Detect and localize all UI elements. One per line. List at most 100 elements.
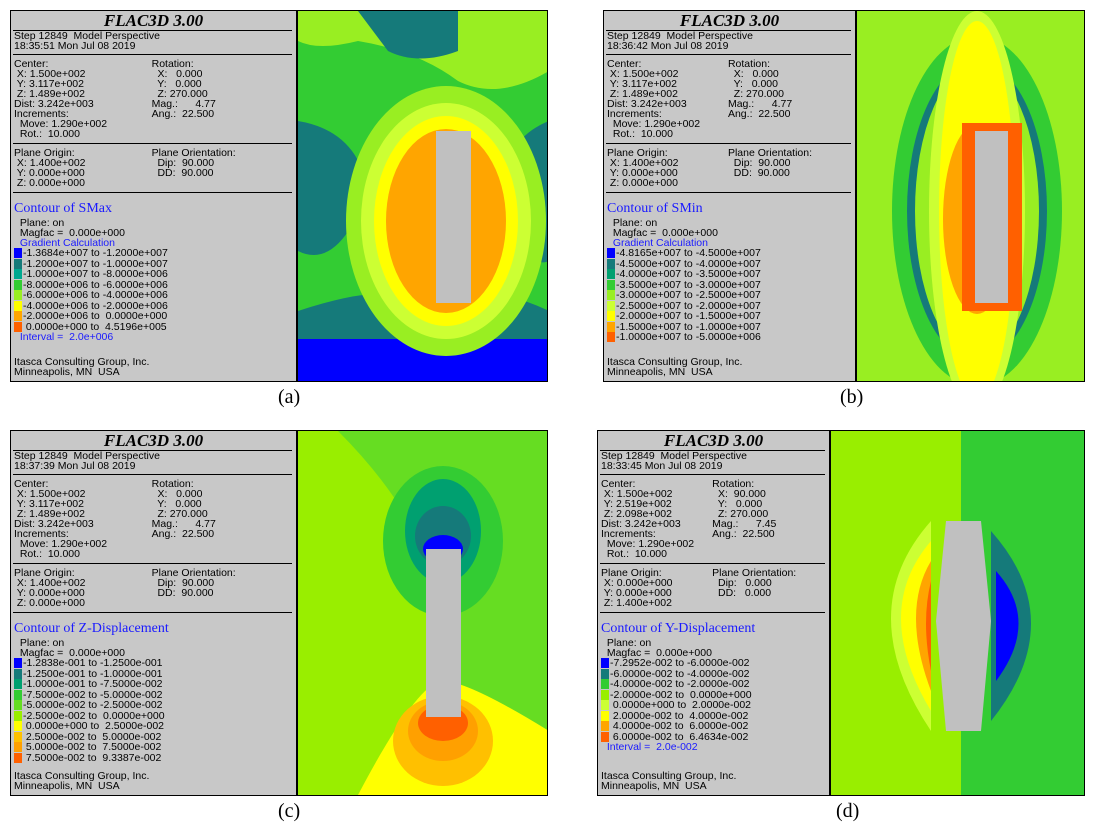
legend-swatch [601, 658, 609, 668]
legend-swatch [14, 679, 22, 689]
info-panel: FLAC3D 3.00Step 12849 Model Perspective1… [11, 11, 298, 381]
caption: (c) [278, 800, 300, 823]
contour-title: Contour of SMax [14, 201, 112, 217]
view-text: Ang.: 22.500 [152, 529, 214, 540]
legend-swatch [14, 280, 22, 290]
plane-text: Z: 1.400e+002 [601, 598, 672, 609]
legend-swatch [14, 732, 22, 742]
legend-swatch [601, 690, 609, 700]
legend-swatch [14, 753, 22, 763]
legend-swatch [14, 290, 22, 300]
contour-title: Contour of Y-Displacement [601, 621, 755, 637]
panel: FLAC3D 3.00Step 12849 Model Perspective1… [10, 10, 548, 382]
legend-swatch [601, 700, 609, 710]
plane-text: Z: 0.000e+000 [14, 178, 85, 189]
panel-title: FLAC3D 3.00 [11, 11, 296, 31]
separator [13, 563, 292, 564]
legend-swatch [607, 311, 615, 321]
legend-swatch [607, 269, 615, 279]
legend-swatch [601, 732, 609, 742]
legend-swatch [601, 669, 609, 679]
legend-swatch [14, 742, 22, 752]
view-text: Rot.: 10.000 [607, 129, 673, 140]
footer-line: Minneapolis, MN USA [14, 781, 120, 792]
info-panel: FLAC3D 3.00Step 12849 Model Perspective1… [604, 11, 857, 381]
legend-swatch [14, 721, 22, 731]
plane-text: DD: 90.000 [152, 168, 214, 179]
contour-title: Contour of Z-Displacement [14, 621, 169, 637]
separator [606, 143, 851, 144]
header-line: 18:35:51 Mon Jul 08 2019 [14, 41, 135, 52]
separator [606, 54, 851, 55]
legend-swatch [601, 679, 609, 689]
header-line: 18:37:39 Mon Jul 08 2019 [14, 461, 135, 472]
view-text: Rot.: 10.000 [14, 129, 80, 140]
legend-swatch [14, 690, 22, 700]
separator [13, 143, 292, 144]
legend-swatch [14, 248, 22, 258]
legend-swatch [607, 248, 615, 258]
legend-swatch [607, 332, 615, 342]
view-text: Ang.: 22.500 [712, 529, 774, 540]
figure: {"panels": [ {"title": "FLAC3D 3.00", "h… [0, 0, 1093, 825]
separator [13, 54, 292, 55]
separator [600, 612, 825, 613]
contour-text: Interval = 2.0e-002 [601, 742, 698, 753]
view-text: Ang.: 22.500 [728, 109, 790, 120]
contour-text: Interval = 2.0e+006 [14, 332, 113, 343]
legend-swatch [601, 711, 609, 721]
legend-swatch [607, 280, 615, 290]
separator [600, 474, 825, 475]
plane-text: DD: 90.000 [728, 168, 790, 179]
legend-swatch [607, 301, 615, 311]
legend-label: 7.5000e-002 to 9.3387e-002 [23, 753, 161, 764]
legend-swatch [14, 311, 22, 321]
contour-view [831, 431, 1085, 795]
contour-view [857, 11, 1085, 381]
plane-text: DD: 0.000 [712, 588, 771, 599]
contour-view [298, 431, 548, 795]
legend-swatch [14, 301, 22, 311]
view-text: Ang.: 22.500 [152, 109, 214, 120]
panel-title: FLAC3D 3.00 [11, 431, 296, 451]
caption: (a) [278, 386, 300, 409]
legend-swatch [14, 711, 22, 721]
separator [13, 474, 292, 475]
legend-swatch [14, 700, 22, 710]
plane-text: DD: 90.000 [152, 588, 214, 599]
header-line: 18:36:42 Mon Jul 08 2019 [607, 41, 728, 52]
legend-swatch [14, 269, 22, 279]
separator [13, 612, 292, 613]
footer-line: Minneapolis, MN USA [14, 367, 120, 378]
legend-swatch [14, 322, 22, 332]
footer-line: Minneapolis, MN USA [601, 781, 707, 792]
legend-swatch [607, 322, 615, 332]
separator [13, 192, 292, 193]
panel-title: FLAC3D 3.00 [604, 11, 855, 31]
caption: (d) [836, 800, 859, 823]
legend-swatch [14, 658, 22, 668]
footer-line: Minneapolis, MN USA [607, 367, 713, 378]
legend-label: -1.0000e+007 to -5.0000e+006 [616, 332, 761, 343]
contour-view [298, 11, 548, 381]
plane-text: Z: 0.000e+000 [14, 598, 85, 609]
legend-swatch [601, 721, 609, 731]
plane-text: Z: 0.000e+000 [607, 178, 678, 189]
legend-swatch [607, 259, 615, 269]
separator [600, 563, 825, 564]
separator [606, 192, 851, 193]
view-text: Rot.: 10.000 [601, 549, 667, 560]
view-text: Rot.: 10.000 [14, 549, 80, 560]
panel-title: FLAC3D 3.00 [598, 431, 829, 451]
legend-swatch [14, 669, 22, 679]
contour-title: Contour of SMin [607, 201, 703, 217]
legend-swatch [607, 290, 615, 300]
legend-swatch [14, 259, 22, 269]
header-line: 18:33:45 Mon Jul 08 2019 [601, 461, 722, 472]
caption: (b) [840, 386, 863, 409]
